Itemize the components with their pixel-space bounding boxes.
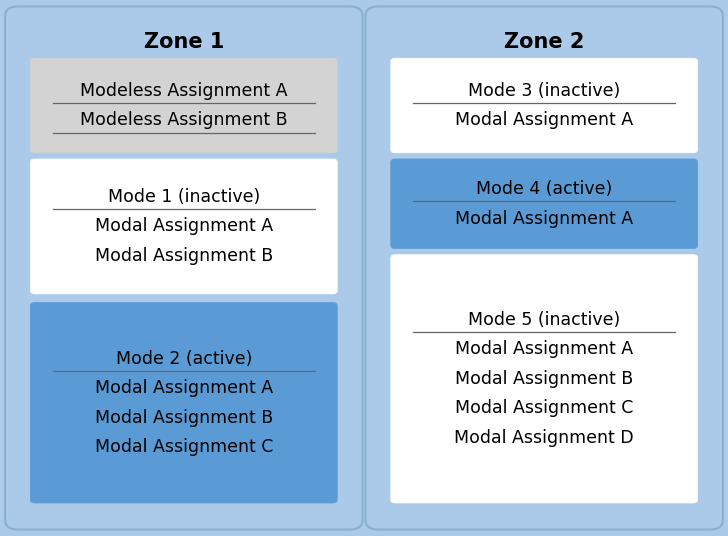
Text: Modal Assignment B: Modal Assignment B: [95, 408, 273, 427]
Text: Zone 1: Zone 1: [143, 32, 224, 52]
FancyBboxPatch shape: [391, 159, 697, 249]
FancyBboxPatch shape: [31, 58, 337, 153]
FancyBboxPatch shape: [391, 255, 697, 503]
FancyBboxPatch shape: [391, 58, 697, 153]
Text: Modal Assignment A: Modal Assignment A: [95, 218, 273, 235]
Text: Mode 2 (active): Mode 2 (active): [116, 349, 252, 368]
Text: Modeless Assignment A: Modeless Assignment A: [80, 82, 288, 100]
Text: Mode 3 (inactive): Mode 3 (inactive): [468, 82, 620, 100]
Text: Modal Assignment C: Modal Assignment C: [455, 399, 633, 418]
Text: Modal Assignment B: Modal Assignment B: [95, 247, 273, 265]
Text: Modal Assignment A: Modal Assignment A: [95, 379, 273, 397]
Text: Modal Assignment A: Modal Assignment A: [455, 340, 633, 359]
FancyBboxPatch shape: [31, 302, 337, 503]
Text: Mode 1 (inactive): Mode 1 (inactive): [108, 188, 260, 206]
FancyBboxPatch shape: [31, 159, 337, 294]
Text: Modal Assignment A: Modal Assignment A: [455, 111, 633, 129]
Text: Modal Assignment B: Modal Assignment B: [455, 370, 633, 388]
FancyBboxPatch shape: [365, 6, 723, 530]
FancyBboxPatch shape: [5, 6, 363, 530]
Text: Modal Assignment D: Modal Assignment D: [454, 429, 634, 447]
Text: Modal Assignment A: Modal Assignment A: [455, 210, 633, 227]
Text: Modeless Assignment B: Modeless Assignment B: [80, 111, 288, 129]
Text: Modal Assignment C: Modal Assignment C: [95, 438, 273, 456]
Text: Mode 5 (inactive): Mode 5 (inactive): [468, 311, 620, 329]
Text: Zone 2: Zone 2: [504, 32, 585, 52]
Text: Mode 4 (active): Mode 4 (active): [476, 180, 612, 198]
